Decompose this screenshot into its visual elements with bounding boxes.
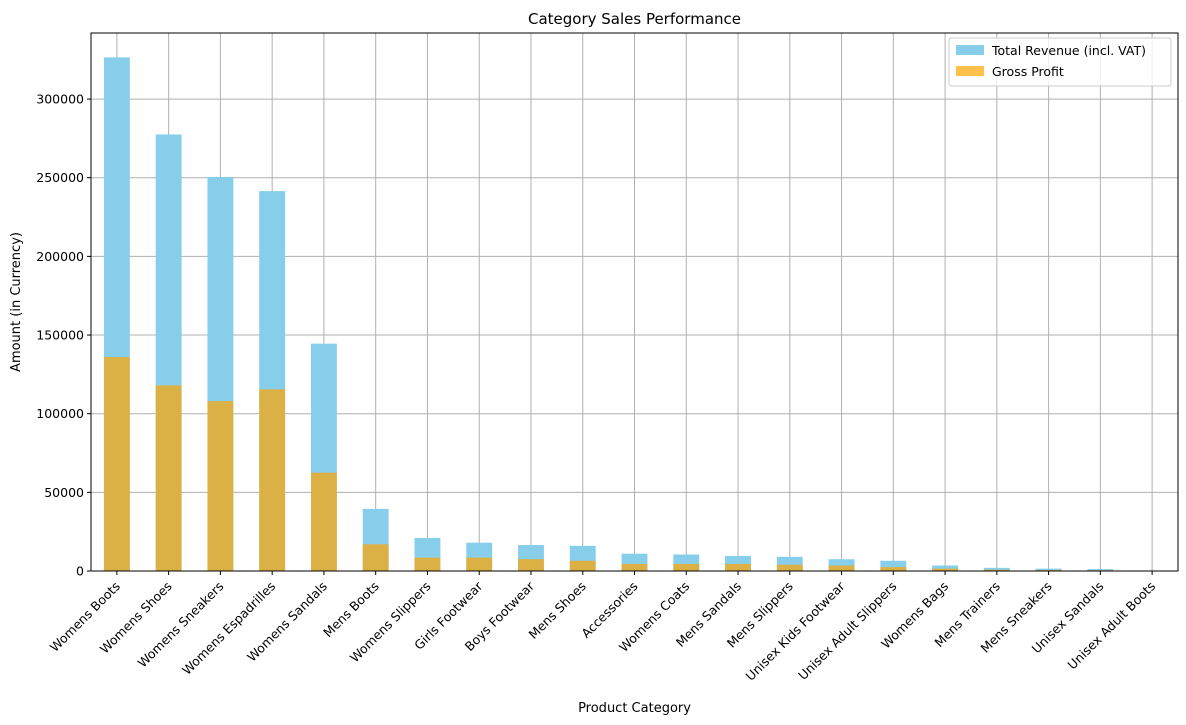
bar-gross-profit (621, 563, 648, 571)
bar-gross-profit (673, 563, 700, 571)
bar-total-revenue (828, 559, 855, 571)
bar-gross-profit (983, 569, 1010, 571)
bar-gross-profit (880, 567, 907, 571)
bar-total-revenue (1035, 568, 1062, 571)
y-tick-label: 0 (76, 564, 84, 579)
bar-gross-profit (310, 472, 337, 571)
y-tick-label: 150000 (36, 328, 84, 343)
y-axis-label: Amount (in Currency) (9, 232, 24, 372)
bar-gross-profit (518, 559, 544, 571)
bar-gross-profit (776, 564, 803, 571)
bar-total-revenue (1087, 569, 1114, 571)
y-tick-label: 250000 (36, 170, 84, 185)
bar-gross-profit (103, 357, 130, 571)
bar-gross-profit (362, 544, 389, 571)
bar-total-revenue (983, 567, 1010, 571)
bar-gross-profit (466, 557, 493, 571)
legend-swatch-gross-profit (956, 66, 984, 76)
bar-total-revenue (880, 560, 907, 571)
bars (103, 57, 1166, 571)
y-tick-label: 300000 (36, 92, 84, 107)
bar-gross-profit (259, 389, 286, 571)
legend-label-gross-profit: Gross Profit (992, 64, 1064, 79)
legend-swatch-total-revenue (956, 45, 984, 55)
bar-gross-profit (932, 568, 959, 571)
bar-gross-profit (155, 385, 182, 571)
bar-gross-profit (569, 560, 596, 571)
legend-box (948, 37, 1172, 87)
x-axis-label: Product Category (578, 701, 691, 716)
bar-gross-profit (414, 557, 441, 571)
legend-label-total-revenue: Total Revenue (incl. VAT) (991, 43, 1146, 58)
y-tick-label: 100000 (36, 406, 84, 421)
y-tick-label: 200000 (36, 249, 84, 264)
bar-gross-profit (725, 563, 751, 571)
y-tick-label: 50000 (44, 485, 84, 500)
bar-total-revenue (932, 565, 959, 571)
bar-gross-profit (207, 401, 234, 571)
bar-gross-profit (828, 565, 855, 571)
legend: Total Revenue (incl. VAT) Gross Profit (948, 37, 1172, 87)
chart-title: Category Sales Performance (528, 10, 741, 28)
